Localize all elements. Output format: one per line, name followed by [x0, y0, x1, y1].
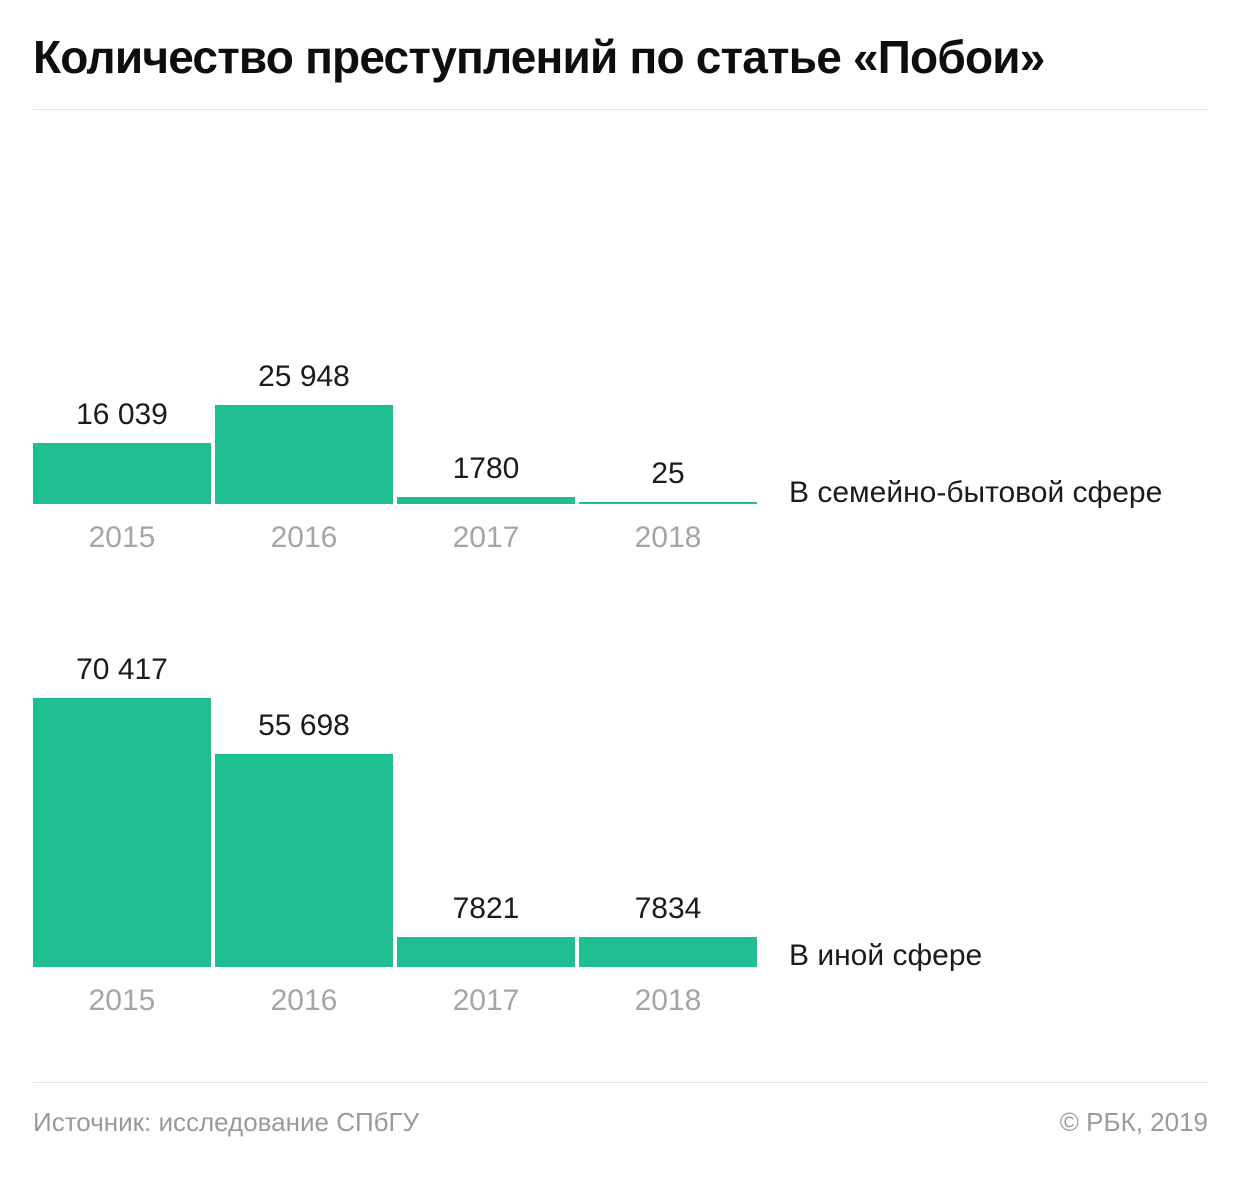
bar-column: 16 039	[33, 397, 211, 504]
bar	[215, 753, 393, 967]
bar-column: 7834	[579, 891, 757, 967]
bar-column: 1780	[397, 451, 575, 504]
chart-other-sphere: 70 417 55 698 7821 7834 В иной сфере 2015 20…	[33, 652, 1208, 1019]
year-label: 2017	[452, 983, 520, 1017]
bar	[33, 697, 211, 967]
year-label: 2016	[270, 983, 338, 1017]
bar	[33, 442, 211, 504]
footer-divider	[33, 1081, 1208, 1083]
x-axis-labels: 2015 2016 2017 2018	[33, 983, 1208, 1019]
x-axis-labels: 2015 2016 2017 2018	[33, 520, 1208, 556]
year-label: 2015	[88, 983, 156, 1017]
chart-row: 16 039 25 948 1780 25 В семейно-бытовой сфе…	[33, 359, 1208, 509]
year-label: 2017	[452, 520, 520, 554]
bar-column: 25	[579, 456, 757, 504]
bar-value-label: 70 417	[76, 652, 168, 686]
bar-column: 55 698	[215, 708, 393, 967]
chart-row: 70 417 55 698 7821 7834 В иной сфере	[33, 652, 1208, 972]
footer: Источник: исследование СПбГУ © РБК, 2019	[33, 1083, 1208, 1138]
copyright-text: © РБК, 2019	[1059, 1106, 1208, 1137]
bar-value-label: 16 039	[76, 397, 168, 431]
bar	[397, 496, 575, 504]
bar-column: 25 948	[215, 359, 393, 504]
year-label: 2018	[634, 520, 702, 554]
title-divider	[33, 108, 1208, 110]
year-label: 2016	[270, 520, 338, 554]
bar-value-label: 25 948	[258, 359, 350, 393]
source-text: Источник: исследование СПбГУ	[33, 1106, 420, 1137]
series-label: В семейно-бытовой сфере	[789, 475, 1163, 509]
year-label: 2018	[634, 983, 702, 1017]
bar-value-label: 25	[651, 456, 685, 490]
bar	[397, 936, 575, 967]
bar-column: 70 417	[33, 652, 211, 967]
bar-value-label: 7834	[634, 891, 702, 925]
bar-plot: 16 039 25 948 1780 25	[33, 359, 757, 504]
bar	[215, 404, 393, 504]
page-title: Количество преступлений по статье «Побои…	[33, 31, 1045, 83]
series-label: В иной сфере	[789, 938, 983, 972]
bar	[579, 501, 757, 504]
chart-family-domestic: 16 039 25 948 1780 25 В семейно-бытовой сфе…	[33, 359, 1208, 556]
year-label: 2015	[88, 520, 156, 554]
bar-column: 7821	[397, 891, 575, 967]
bar	[579, 936, 757, 967]
bar-plot: 70 417 55 698 7821 7834	[33, 652, 757, 967]
infographic-page: Количество преступлений по статье «Побои…	[33, 31, 1208, 1138]
bar-value-label: 7821	[452, 891, 520, 925]
bar-value-label: 1780	[452, 451, 520, 485]
bar-value-label: 55 698	[258, 708, 350, 742]
